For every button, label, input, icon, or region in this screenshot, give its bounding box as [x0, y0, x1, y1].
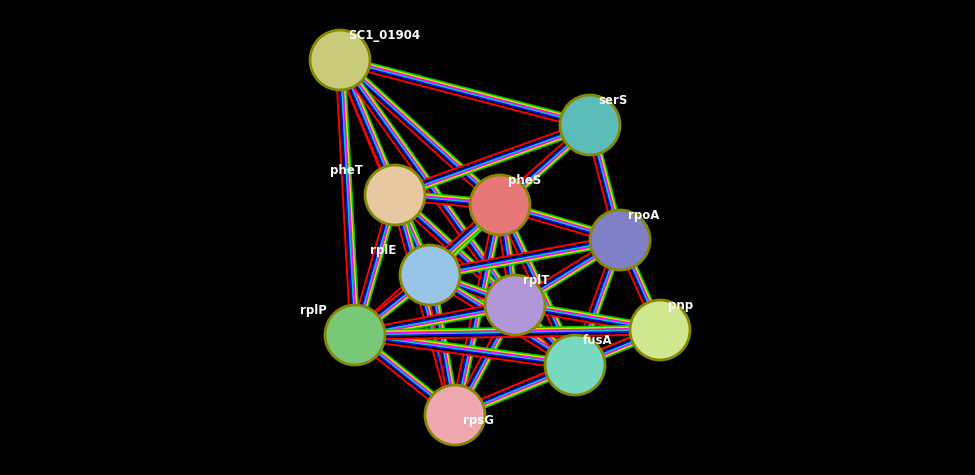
Text: rpoA: rpoA [628, 209, 659, 222]
Text: rplP: rplP [300, 304, 327, 317]
Circle shape [560, 95, 620, 155]
Circle shape [630, 300, 690, 360]
Circle shape [470, 175, 530, 235]
Text: fusA: fusA [583, 334, 612, 347]
Text: serS: serS [598, 94, 627, 107]
Circle shape [400, 245, 460, 305]
Circle shape [310, 30, 370, 90]
Text: pheT: pheT [330, 164, 363, 177]
Circle shape [590, 210, 650, 270]
Text: rplT: rplT [523, 274, 549, 287]
Text: SC1_01904: SC1_01904 [348, 29, 420, 42]
Circle shape [325, 305, 385, 365]
Circle shape [485, 275, 545, 335]
Text: rpsG: rpsG [463, 414, 494, 427]
Text: rplE: rplE [370, 244, 396, 257]
Text: pnp: pnp [668, 299, 693, 312]
Circle shape [545, 335, 605, 395]
Circle shape [425, 385, 485, 445]
Circle shape [365, 165, 425, 225]
Text: pheS: pheS [508, 174, 541, 187]
